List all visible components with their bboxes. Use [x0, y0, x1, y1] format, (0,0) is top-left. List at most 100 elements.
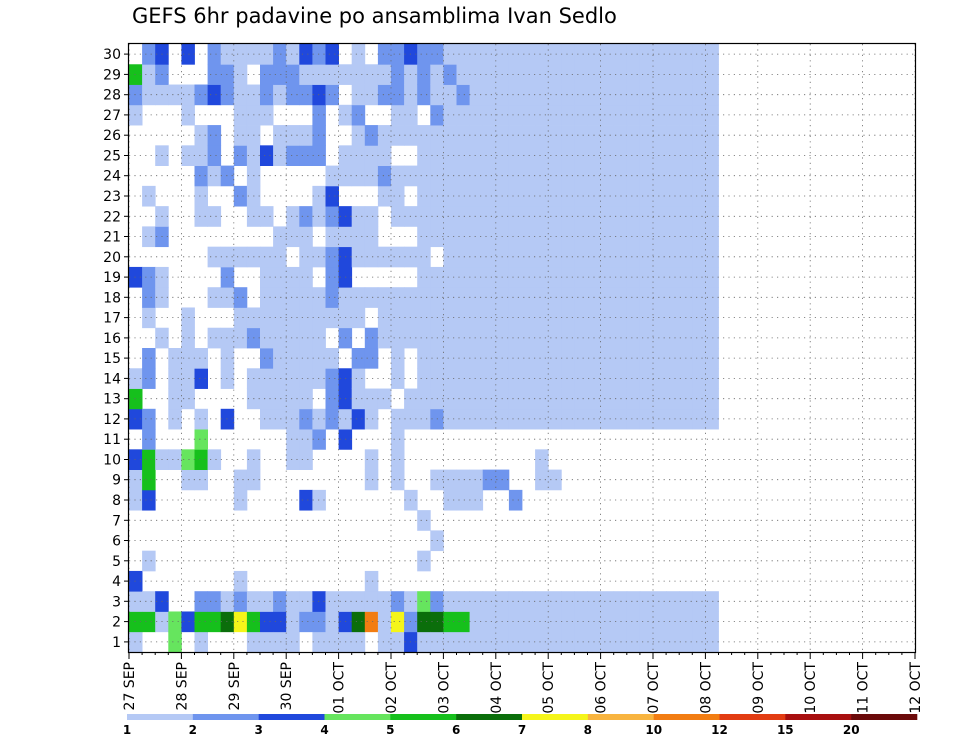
heatmap-cell: [260, 44, 274, 65]
heatmap-cell: [443, 125, 457, 146]
x-tick-label: 30 SEP: [279, 662, 295, 710]
heatmap-cell: [325, 287, 339, 308]
x-tick-label: 04 OCT: [489, 662, 505, 714]
heatmap-cell: [142, 449, 156, 470]
heatmap-cell: [443, 165, 457, 187]
heatmap-cell: [207, 64, 222, 85]
heatmap-cell: [325, 307, 339, 329]
heatmap-cell: [600, 307, 615, 329]
heatmap-cell: [233, 570, 248, 592]
heatmap-cell: [168, 449, 182, 470]
heatmap-cell: [207, 145, 222, 166]
heatmap-cell: [377, 307, 392, 329]
heatmap-cell: [600, 408, 615, 430]
x-tick-label: 05 OCT: [541, 662, 557, 714]
x-tick-label: 09 OCT: [751, 662, 767, 714]
heatmap-cell: [299, 287, 313, 308]
heatmap-cell: [351, 408, 366, 430]
heatmap-cell: [377, 246, 392, 268]
heatmap-cell: [325, 44, 339, 65]
heatmap-cell: [351, 145, 366, 166]
heatmap-cell: [692, 206, 706, 227]
heatmap-cell: [194, 84, 208, 106]
heatmap-cell: [561, 388, 575, 410]
heatmap-cell: [168, 348, 182, 369]
heatmap-cell: [181, 368, 195, 389]
heatmap-cell: [469, 469, 484, 491]
heatmap-cell: [705, 631, 719, 653]
legend-swatch: [851, 714, 918, 720]
heatmap-cell: [364, 287, 379, 308]
heatmap-cell: [220, 408, 235, 430]
heatmap-cell: [142, 185, 156, 207]
heatmap-cell: [194, 429, 208, 450]
x-tick-label: 29 SEP: [227, 662, 243, 710]
heatmap-cell: [600, 591, 615, 612]
heatmap-cell: [548, 226, 562, 248]
heatmap-cell: [469, 145, 484, 166]
heatmap-cell: [417, 591, 431, 612]
heatmap-cell: [626, 307, 641, 329]
heatmap-cell: [364, 145, 379, 166]
heatmap-cell: [220, 165, 235, 187]
heatmap-cell: [286, 449, 300, 470]
heatmap-cell: [600, 246, 615, 268]
heatmap-cell: [705, 408, 719, 430]
heatmap-cell: [574, 348, 588, 369]
heatmap-cell: [666, 307, 680, 329]
heatmap-cell: [548, 611, 562, 633]
heatmap-cell: [705, 327, 719, 349]
heatmap-cell: [456, 206, 470, 227]
heatmap-cell: [456, 64, 470, 85]
heatmap-cell: [508, 226, 523, 248]
heatmap-cell: [456, 327, 470, 349]
heatmap-cell: [548, 307, 562, 329]
y-tick-label: 22: [103, 209, 121, 225]
legend-label: 12: [711, 723, 728, 737]
heatmap-cell: [168, 368, 182, 389]
heatmap-cell: [705, 287, 719, 308]
heatmap-cell: [364, 125, 379, 146]
heatmap-cell: [692, 145, 706, 166]
heatmap-cell: [574, 125, 588, 146]
heatmap-cell: [299, 368, 313, 389]
heatmap-cell: [666, 348, 680, 369]
heatmap-cell: [666, 591, 680, 612]
heatmap-cell: [535, 307, 549, 329]
x-tick-label: 02 OCT: [384, 662, 400, 714]
heatmap-cell: [548, 368, 562, 389]
heatmap-cell: [626, 287, 641, 308]
heatmap-cell: [600, 388, 615, 410]
heatmap-cell: [626, 64, 641, 85]
heatmap-cell: [600, 165, 615, 187]
color-legend: 1 2 3 4 5 6 7 8 10 12 15 20: [123, 714, 918, 737]
heatmap-cell: [286, 327, 300, 349]
heatmap-cell: [639, 246, 654, 268]
heatmap-cell: [391, 611, 405, 633]
heatmap-cell: [129, 368, 143, 389]
heatmap-cell: [325, 348, 339, 369]
heatmap-cell: [443, 104, 457, 126]
heatmap-cell: [548, 246, 562, 268]
heatmap-cell: [574, 266, 588, 288]
heatmap-cell: [548, 104, 562, 126]
heatmap-cell: [508, 408, 523, 430]
heatmap-cell: [482, 368, 497, 389]
heatmap-cell: [469, 408, 484, 430]
heatmap-cell: [639, 388, 654, 410]
heatmap-cell: [391, 631, 405, 653]
heatmap-cell: [207, 125, 222, 146]
heatmap-cell: [482, 185, 497, 207]
heatmap-cell: [626, 388, 641, 410]
heatmap-cell: [692, 84, 706, 106]
heatmap-cell: [299, 307, 313, 329]
heatmap-cell: [286, 145, 300, 166]
heatmap-cell: [417, 368, 431, 389]
heatmap-cell: [456, 287, 470, 308]
heatmap-cell: [207, 449, 222, 470]
heatmap-cell: [233, 307, 248, 329]
heatmap-cell: [194, 591, 208, 612]
heatmap-cell: [482, 145, 497, 166]
heatmap-cell: [482, 266, 497, 288]
